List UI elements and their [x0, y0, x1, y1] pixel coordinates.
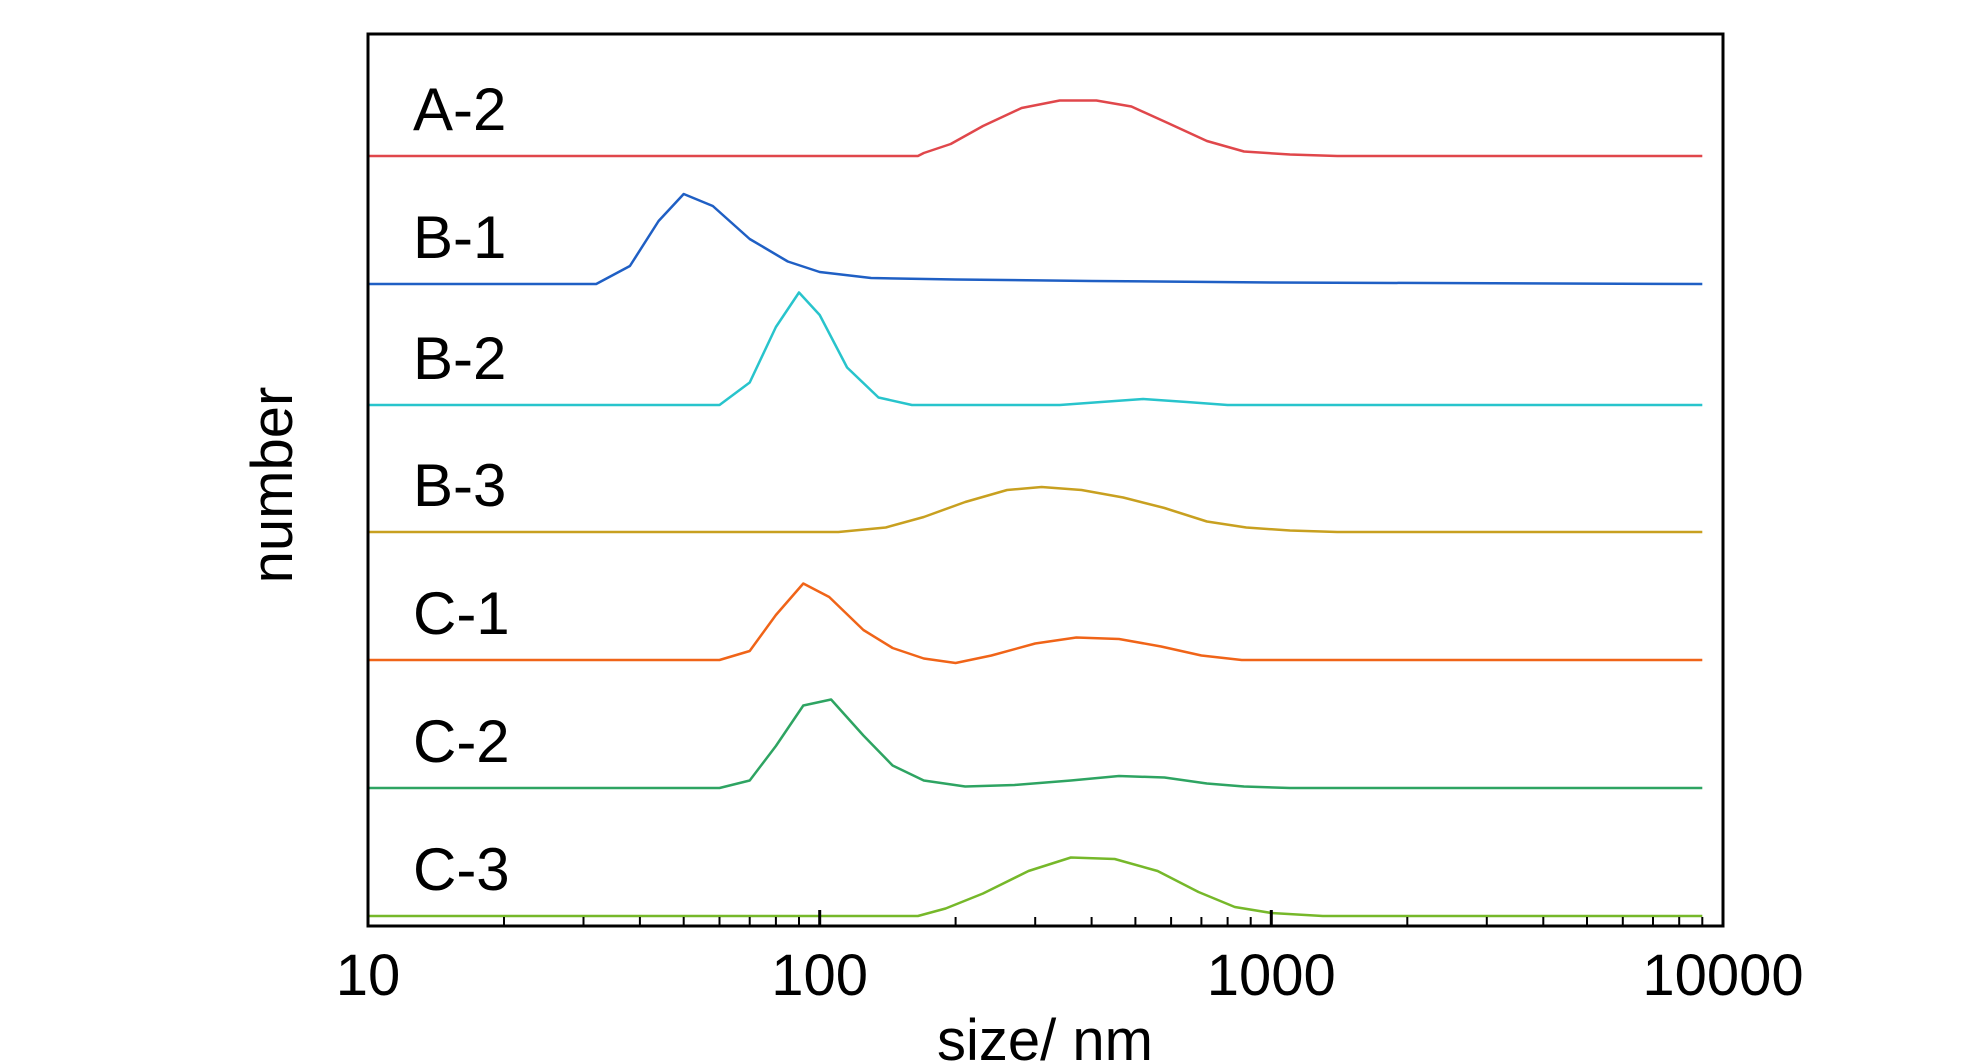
x-axis-tick-labels: 10 100 1000 10000: [336, 943, 1804, 1008]
series-label-c-1: C-1: [413, 580, 510, 647]
series-line-c-1: [368, 582, 1703, 665]
series-line-c-2: [368, 698, 1703, 790]
series-label-b-3: B-3: [413, 452, 506, 519]
series-line-b-3: [368, 485, 1703, 534]
series-line-a-2: [368, 99, 1703, 158]
series-label-b-1: B-1: [413, 204, 506, 271]
x-tick-label: 10000: [1642, 943, 1803, 1008]
x-tick-label: 10: [336, 943, 401, 1008]
x-axis-label: size/ nm: [937, 1008, 1153, 1063]
x-axis-ticks: [366, 910, 1725, 926]
series-line-b-2: [368, 291, 1703, 407]
series-labels: A-2 B-1 B-2 B-3 C-1 C-2 C-3: [413, 76, 510, 903]
series-label-b-2: B-2: [413, 325, 506, 392]
series-label-c-3: C-3: [413, 836, 510, 903]
series-line-b-1: [368, 192, 1703, 286]
x-tick-label: 100: [771, 943, 868, 1008]
y-axis-label: number: [240, 387, 305, 584]
series-label-a-2: A-2: [413, 76, 506, 143]
plot-frame: [366, 32, 1725, 928]
series-label-c-2: C-2: [413, 708, 510, 775]
x-tick-label: 1000: [1207, 943, 1336, 1008]
